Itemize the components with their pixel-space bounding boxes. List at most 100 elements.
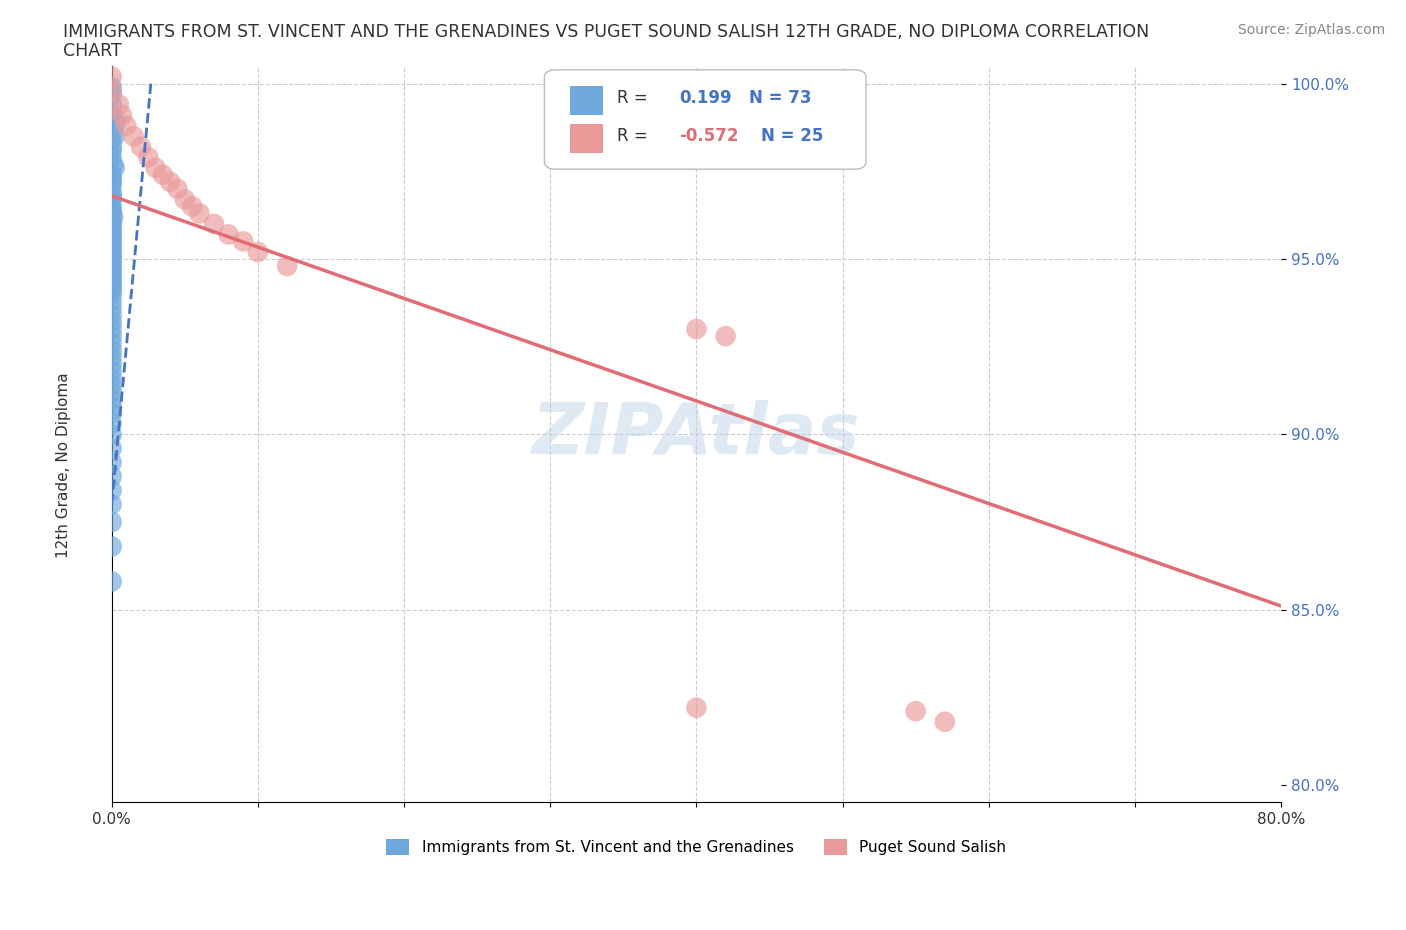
Point (101, 209, 124, 224)
Point (111, 108, 134, 123)
Point (100, 206, 122, 220)
Legend: Immigrants from St. Vincent and the Grenadines, Puget Sound Salish: Immigrants from St. Vincent and the Gren… (381, 832, 1012, 861)
Point (166, 181, 188, 196)
Point (100, 227, 122, 242)
Point (100, 342, 122, 357)
Point (100, 231, 122, 246)
Point (122, 129, 145, 144)
Point (100, 378, 122, 392)
Point (100, 399, 122, 414)
Point (685, 700, 707, 715)
Point (104, 160, 127, 175)
Point (108, 98, 131, 113)
Point (100, 469, 122, 484)
Point (100, 350, 122, 365)
Point (188, 206, 211, 220)
Point (685, 322, 707, 337)
Point (100, 248, 122, 263)
Point (173, 192, 195, 206)
Point (100, 286, 122, 301)
Point (100, 262, 122, 277)
Point (100, 539, 122, 554)
Point (100, 175, 122, 190)
Point (100, 241, 122, 256)
Point (100, 514, 122, 529)
Point (152, 167, 174, 182)
Point (100, 140, 122, 154)
Point (100, 213, 122, 228)
Text: Source: ZipAtlas.com: Source: ZipAtlas.com (1237, 23, 1385, 37)
Point (104, 129, 127, 144)
Point (136, 150, 159, 165)
Point (714, 328, 737, 343)
Point (100, 417, 122, 432)
Point (100, 69, 122, 84)
Point (100, 143, 122, 158)
Text: 12th Grade, No Diploma: 12th Grade, No Diploma (56, 372, 70, 558)
Point (100, 385, 122, 400)
Point (100, 220, 122, 235)
Point (100, 427, 122, 442)
Text: R =: R = (617, 89, 652, 107)
Point (100, 336, 122, 351)
Point (100, 483, 122, 498)
Point (100, 308, 122, 323)
Point (100, 234, 122, 249)
Point (159, 175, 181, 190)
Point (115, 118, 138, 133)
Point (100, 259, 122, 273)
Text: N = 73: N = 73 (749, 89, 811, 107)
Text: -0.572: -0.572 (679, 127, 738, 145)
Point (100, 322, 122, 337)
Point (100, 223, 122, 238)
Point (100, 237, 122, 252)
Point (100, 150, 122, 165)
Point (100, 251, 122, 266)
Point (100, 280, 122, 295)
Point (100, 178, 122, 193)
Point (100, 272, 122, 287)
Point (100, 283, 122, 298)
Point (100, 217, 122, 232)
Point (100, 86, 122, 101)
Point (100, 185, 122, 200)
Point (100, 98, 122, 113)
Point (100, 314, 122, 329)
Point (276, 259, 298, 273)
Point (246, 245, 269, 259)
Point (181, 199, 204, 214)
Point (100, 328, 122, 343)
Point (100, 266, 122, 281)
Point (101, 122, 124, 137)
Point (100, 108, 122, 123)
Point (218, 227, 240, 242)
Point (100, 300, 122, 315)
Point (100, 294, 122, 309)
Point (100, 245, 122, 259)
FancyBboxPatch shape (569, 124, 603, 153)
Point (100, 189, 122, 204)
Point (145, 160, 167, 175)
Point (100, 392, 122, 406)
Point (100, 84, 122, 99)
Point (100, 269, 122, 284)
Point (129, 140, 152, 154)
Text: CHART: CHART (63, 42, 122, 60)
Point (100, 199, 122, 214)
Text: IMMIGRANTS FROM ST. VINCENT AND THE GRENADINES VS PUGET SOUND SALISH 12TH GRADE,: IMMIGRANTS FROM ST. VINCENT AND THE GREN… (63, 23, 1150, 41)
Point (100, 203, 122, 218)
Point (100, 441, 122, 456)
Point (100, 455, 122, 470)
Point (100, 192, 122, 206)
Point (100, 497, 122, 512)
Point (934, 714, 956, 729)
Point (100, 357, 122, 372)
Point (100, 171, 122, 186)
Text: ZIPAtlas: ZIPAtlas (531, 400, 860, 469)
Text: 0.199: 0.199 (679, 89, 731, 107)
FancyBboxPatch shape (569, 86, 603, 115)
Point (100, 167, 122, 182)
Point (232, 234, 254, 249)
Point (105, 114, 128, 129)
Point (100, 132, 122, 147)
